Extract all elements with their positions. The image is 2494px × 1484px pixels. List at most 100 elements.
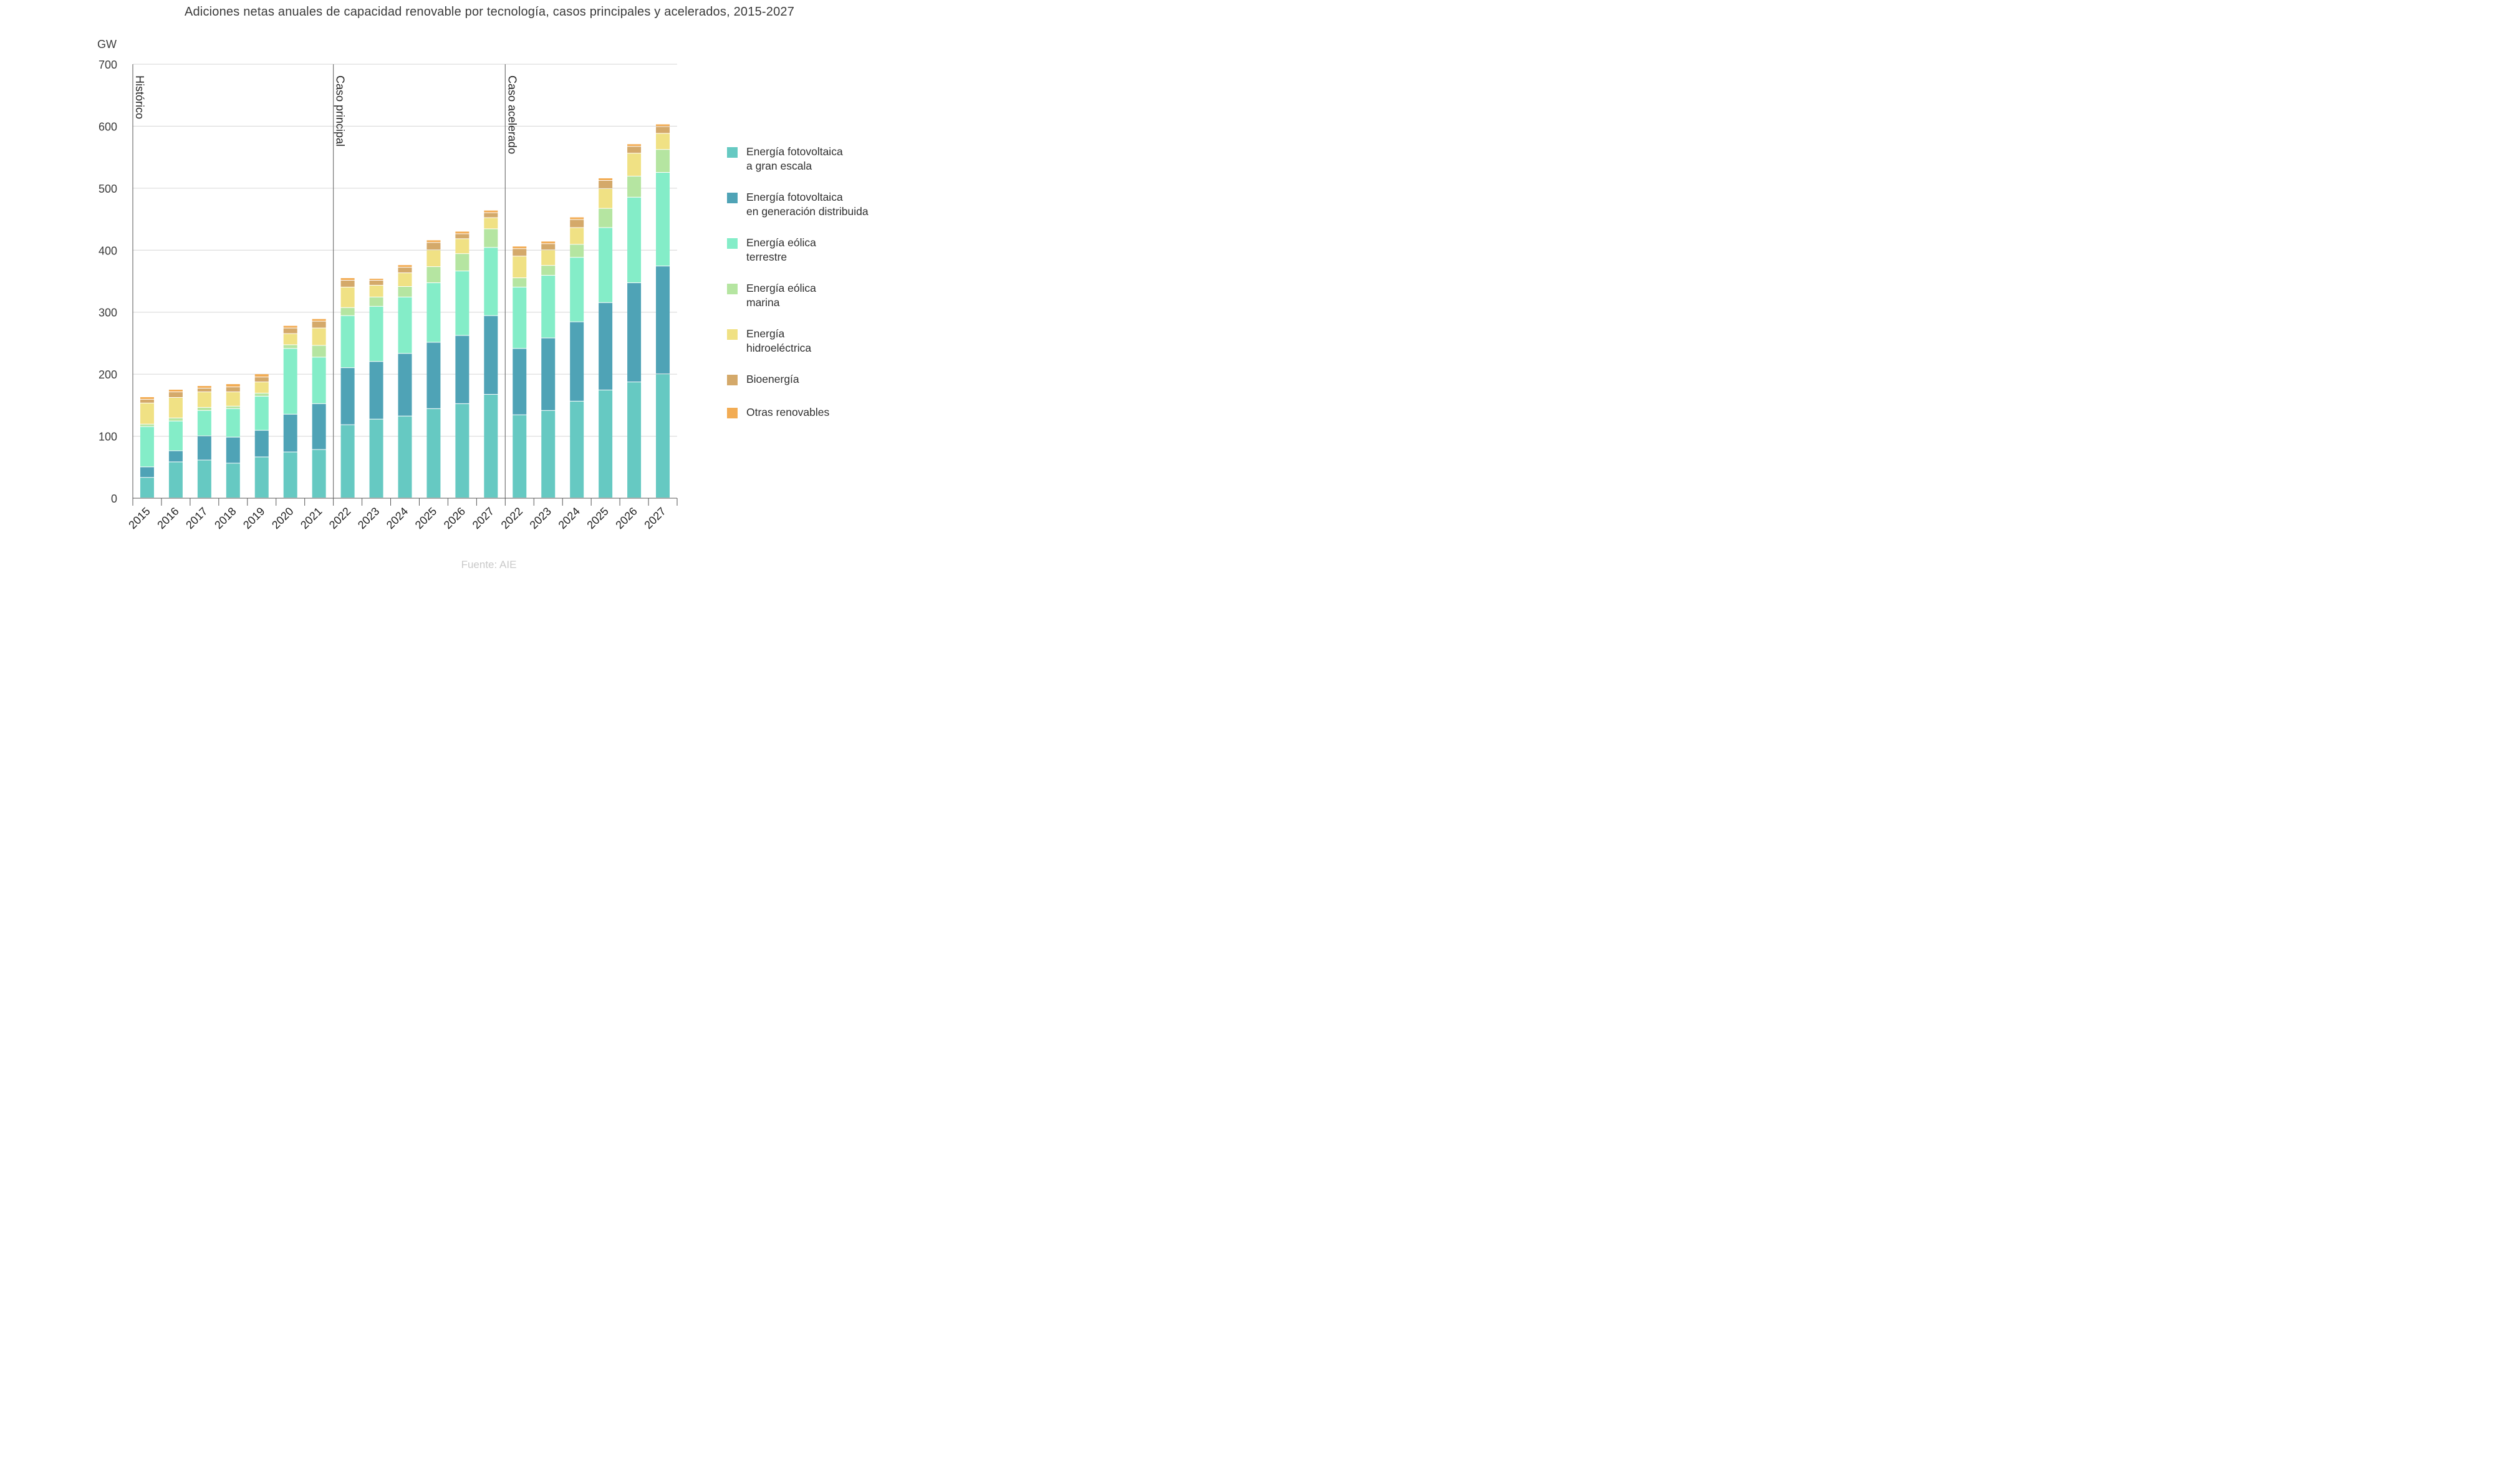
y-axis-unit: GW <box>97 38 117 51</box>
bar-segment <box>455 254 469 271</box>
bar-segment <box>513 246 527 249</box>
bar-segment <box>197 436 211 460</box>
bar-segment <box>484 210 498 213</box>
bar-segment <box>140 397 154 399</box>
bar-segment <box>226 387 240 392</box>
y-tick-label: 500 <box>99 183 117 195</box>
bar-segment <box>426 240 441 243</box>
x-tick-label: 2024 <box>384 505 410 531</box>
bar-segment <box>656 127 670 133</box>
x-tick-label: 2027 <box>642 505 668 531</box>
bar-segment <box>398 297 412 354</box>
bar-segment <box>226 392 240 406</box>
bar-segment <box>283 334 297 345</box>
x-tick-label: 2023 <box>527 505 554 531</box>
bar-segment <box>570 217 584 219</box>
bar-segment <box>168 390 183 392</box>
bar-segment <box>570 219 584 228</box>
bar-segment <box>455 335 469 403</box>
legend-swatch <box>727 329 738 340</box>
x-tick-label: 2017 <box>183 505 209 531</box>
bar-segment <box>426 267 441 282</box>
axes <box>132 64 678 506</box>
source-note: Fuente: AIE <box>461 559 517 571</box>
bar-segment <box>197 407 211 410</box>
bar-segment <box>541 244 556 250</box>
bar-segment <box>627 282 642 382</box>
bar-segment <box>513 415 527 498</box>
legend-item: Bioenergía <box>727 372 927 387</box>
bar-segment <box>627 144 642 147</box>
bar-segment <box>369 362 383 419</box>
bar-segment <box>656 133 670 150</box>
bar-segment <box>484 229 498 248</box>
bar-segment <box>484 218 498 229</box>
y-tick-label: 100 <box>99 431 117 443</box>
legend-item: Otras renovables <box>727 405 927 420</box>
bar-segment <box>283 325 297 328</box>
bar-segment <box>599 390 613 498</box>
bar-segment <box>627 197 642 282</box>
bar-segment <box>254 374 269 377</box>
bar-segment <box>570 401 584 498</box>
y-tick-label: 0 <box>111 493 117 505</box>
x-tick-label: 2026 <box>441 505 468 531</box>
bar-segment <box>455 271 469 335</box>
bar-segment <box>140 478 154 498</box>
bar-segment <box>283 414 297 452</box>
bar-segment <box>340 368 355 425</box>
legend-swatch <box>727 147 738 158</box>
legend: Energía fotovoltaica a gran escala Energí… <box>727 145 927 438</box>
bar-segment <box>140 467 154 478</box>
legend-label: Energía fotovoltaica en generación distr… <box>746 191 869 218</box>
bar-segment <box>312 357 326 403</box>
bar-segment <box>369 281 383 285</box>
bar-segment <box>398 273 412 286</box>
bar-segment <box>570 228 584 244</box>
bar-segment <box>168 397 183 418</box>
bar-segment <box>455 239 469 254</box>
x-tick-label: 2023 <box>355 505 382 531</box>
bar-segment <box>398 286 412 297</box>
x-tick-label: 2020 <box>269 505 296 531</box>
bar-segment <box>484 394 498 498</box>
bar-segment <box>599 180 613 188</box>
bar-segment <box>283 345 297 349</box>
bar-segment <box>254 457 269 498</box>
bar-segment <box>656 124 670 127</box>
bar-segment <box>484 248 498 316</box>
bar-segment <box>541 250 556 266</box>
legend-swatch <box>727 238 738 249</box>
bar-segment <box>226 408 240 437</box>
legend-swatch <box>727 193 738 203</box>
bar-segment <box>340 287 355 307</box>
legend-label: Energía fotovoltaica a gran escala <box>746 145 843 172</box>
bar-segment <box>140 426 154 467</box>
bar-segment <box>369 279 383 281</box>
bar-segment <box>627 176 642 197</box>
bar-segment <box>426 282 441 342</box>
bar-segment <box>140 403 154 424</box>
bar-segment <box>541 241 556 244</box>
bar-segment <box>513 349 527 415</box>
bar-segment <box>140 424 154 426</box>
bar-segment <box>283 328 297 334</box>
bar-segment <box>168 451 183 462</box>
x-tick-label: 2027 <box>470 505 496 531</box>
legend-item: Energía fotovoltaica a gran escala <box>727 145 927 173</box>
bar-segment <box>541 410 556 498</box>
x-tick-label: 2025 <box>413 505 439 531</box>
bar-segment <box>340 425 355 498</box>
bar-segment <box>484 316 498 394</box>
bar-segment <box>197 386 211 388</box>
legend-label: Otras renovables <box>746 406 830 418</box>
x-tick-label: 2015 <box>126 505 152 531</box>
bar-segment <box>426 243 441 250</box>
bar-segment <box>197 410 211 436</box>
bar-segment <box>254 396 269 430</box>
stacked-bar-chart: 0 100 200 300 400 500 600 700 GW 2015 2016 2017 2018… <box>97 38 678 531</box>
legend-item: Energía hidroeléctrica <box>727 327 927 355</box>
bar-segment <box>513 256 527 278</box>
bar-segment <box>340 316 355 368</box>
bar-segment <box>369 419 383 498</box>
